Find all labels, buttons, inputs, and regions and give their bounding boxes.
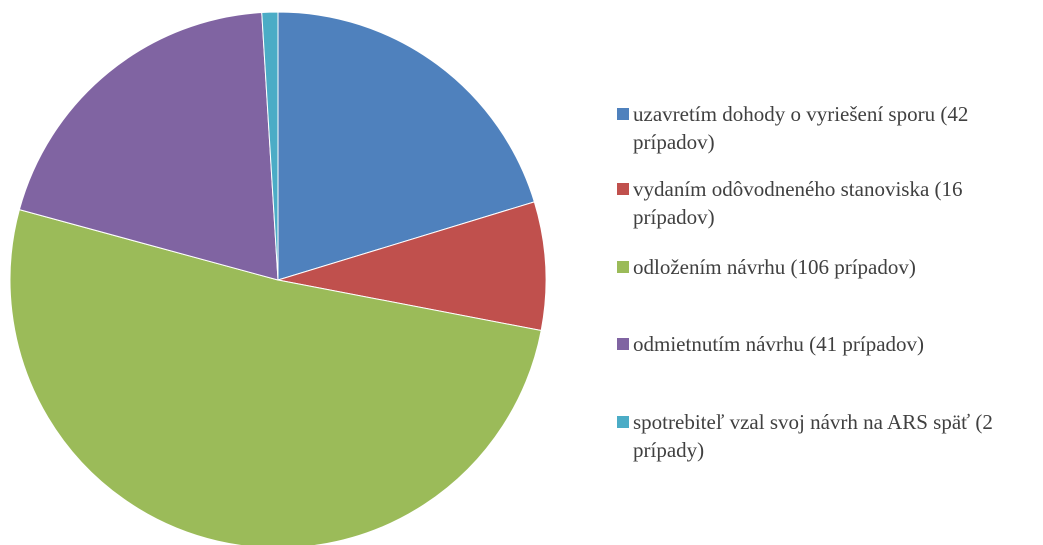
legend-item: odložením návrhu (106 prípadov) bbox=[617, 253, 1033, 281]
legend-swatch bbox=[617, 261, 629, 273]
pie-slice bbox=[277, 11, 535, 281]
pie-slice bbox=[9, 209, 542, 545]
legend-label: odložením návrhu (106 prípadov) bbox=[633, 255, 916, 279]
legend-swatch bbox=[617, 108, 629, 120]
legend-item: uzavretím dohody o vyriešení sporu (42 p… bbox=[617, 100, 1033, 156]
legend-swatch bbox=[617, 338, 629, 350]
pie-slice bbox=[261, 11, 279, 281]
legend-item: odmietnutím návrhu (41 prípadov) bbox=[617, 330, 1033, 358]
legend-item: spotrebiteľ vzal svoj návrh na ARS späť … bbox=[617, 408, 1033, 464]
legend-swatch bbox=[617, 183, 629, 195]
legend-label: spotrebiteľ vzal svoj návrh na ARS späť … bbox=[633, 410, 993, 462]
pie-slice bbox=[277, 201, 547, 332]
pie-slice bbox=[18, 11, 279, 281]
legend-item: vydaním odôvodneného stanoviska (16 príp… bbox=[617, 175, 1033, 231]
legend-label: uzavretím dohody o vyriešení sporu (42 p… bbox=[633, 102, 969, 154]
legend-swatch bbox=[617, 416, 629, 428]
legend-label: odmietnutím návrhu (41 prípadov) bbox=[633, 332, 925, 356]
legend-label: vydaním odôvodneného stanoviska (16 príp… bbox=[633, 177, 963, 229]
